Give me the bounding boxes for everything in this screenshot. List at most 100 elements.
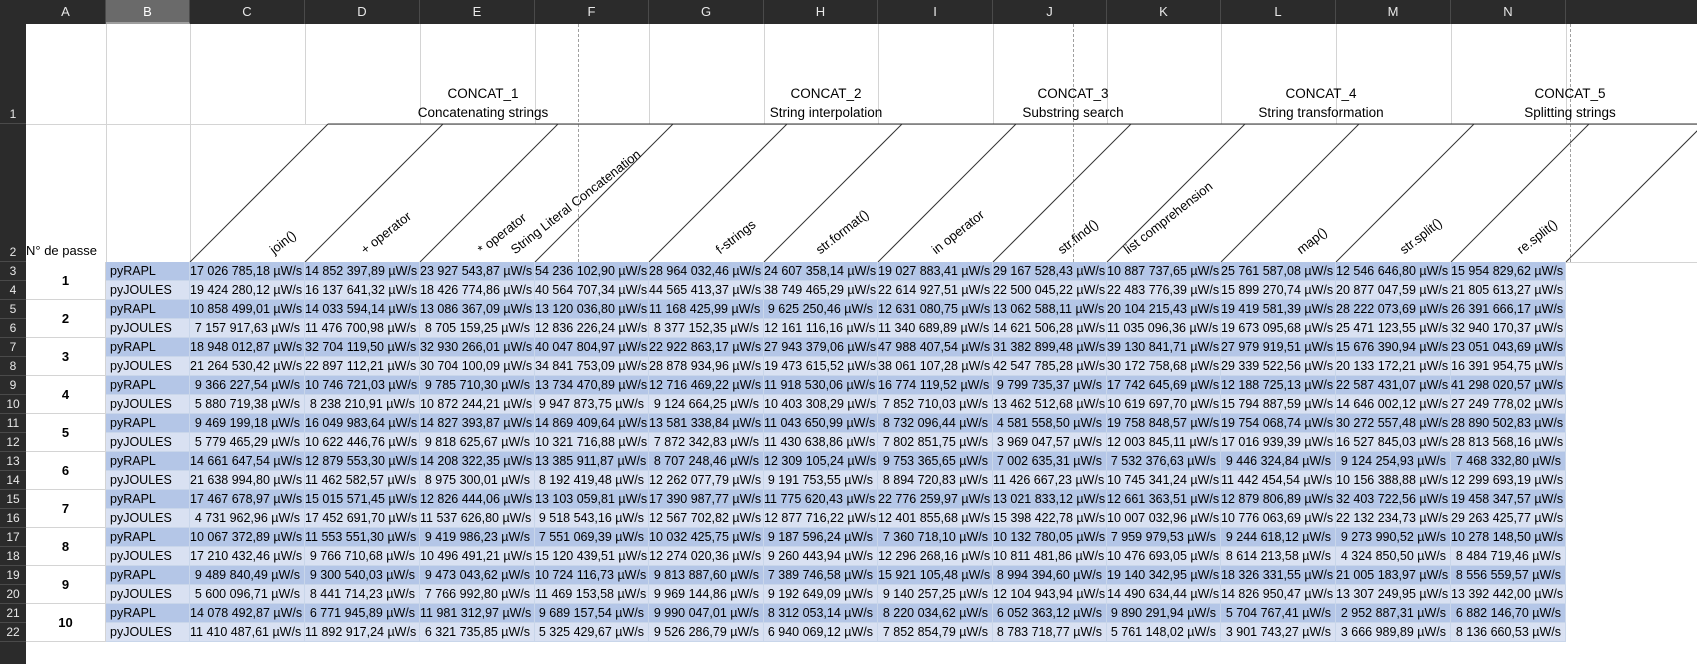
value-cell[interactable]: 12 161 116,16 µW/s [764, 319, 878, 338]
value-cell[interactable]: 17 026 785,18 µW/s [190, 262, 305, 281]
value-cell[interactable]: 9 489 840,49 µW/s [190, 566, 305, 585]
value-cell[interactable]: 8 556 559,57 µW/s [1451, 566, 1566, 585]
passe-number-8[interactable]: 8 [26, 528, 106, 566]
tool-cell[interactable]: pyJOULES [106, 319, 190, 338]
value-cell[interactable]: 10 622 446,76 µW/s [305, 433, 420, 452]
value-cell[interactable]: 18 426 774,86 µW/s [420, 281, 535, 300]
value-cell[interactable]: 18 948 012,87 µW/s [190, 338, 305, 357]
value-cell[interactable]: 14 852 397,89 µW/s [305, 262, 420, 281]
value-cell[interactable]: 12 631 080,75 µW/s [878, 300, 993, 319]
value-cell[interactable]: 11 442 454,54 µW/s [1221, 471, 1336, 490]
value-cell[interactable]: 9 260 443,94 µW/s [764, 547, 878, 566]
value-cell[interactable]: 31 382 899,48 µW/s [993, 338, 1107, 357]
value-cell[interactable]: 22 587 431,07 µW/s [1336, 376, 1451, 395]
row-header-22[interactable]: 22 [0, 623, 26, 642]
value-cell[interactable]: 7 852 710,03 µW/s [878, 395, 993, 414]
column-header-n[interactable]: N [1451, 0, 1566, 24]
value-cell[interactable]: 10 156 388,88 µW/s [1336, 471, 1451, 490]
value-cell[interactable]: 13 021 833,12 µW/s [993, 490, 1107, 509]
value-cell[interactable]: 12 826 444,06 µW/s [420, 490, 535, 509]
passe-number-6[interactable]: 6 [26, 452, 106, 490]
value-cell[interactable]: 12 104 943,94 µW/s [993, 585, 1107, 604]
value-cell[interactable]: 13 062 588,11 µW/s [993, 300, 1107, 319]
column-header-h[interactable]: H [764, 0, 878, 24]
value-cell[interactable]: 4 324 850,50 µW/s [1336, 547, 1451, 566]
value-cell[interactable]: 9 124 664,25 µW/s [649, 395, 764, 414]
value-cell[interactable]: 28 813 568,16 µW/s [1451, 433, 1566, 452]
value-cell[interactable]: 12 274 020,36 µW/s [649, 547, 764, 566]
value-cell[interactable]: 15 899 270,74 µW/s [1221, 281, 1336, 300]
tool-cell[interactable]: pyRAPL [106, 262, 190, 281]
value-cell[interactable]: 11 918 530,06 µW/s [764, 376, 878, 395]
value-cell[interactable]: 13 103 059,81 µW/s [535, 490, 649, 509]
value-cell[interactable]: 20 133 172,21 µW/s [1336, 357, 1451, 376]
value-cell[interactable]: 7 959 979,53 µW/s [1107, 528, 1221, 547]
column-header-f[interactable]: F [535, 0, 649, 24]
value-cell[interactable]: 44 565 413,37 µW/s [649, 281, 764, 300]
value-cell[interactable]: 10 032 425,75 µW/s [649, 528, 764, 547]
value-cell[interactable]: 10 067 372,89 µW/s [190, 528, 305, 547]
column-header-c[interactable]: C [190, 0, 305, 24]
value-cell[interactable]: 9 419 986,23 µW/s [420, 528, 535, 547]
value-cell[interactable]: 12 296 268,16 µW/s [878, 547, 993, 566]
value-cell[interactable]: 8 705 159,25 µW/s [420, 319, 535, 338]
value-cell[interactable]: 9 990 047,01 µW/s [649, 604, 764, 623]
value-cell[interactable]: 19 754 068,74 µW/s [1221, 414, 1336, 433]
value-cell[interactable]: 8 994 394,60 µW/s [993, 566, 1107, 585]
value-cell[interactable]: 9 766 710,68 µW/s [305, 547, 420, 566]
value-cell[interactable]: 7 532 376,63 µW/s [1107, 452, 1221, 471]
value-cell[interactable]: 14 646 002,12 µW/s [1336, 395, 1451, 414]
value-cell[interactable]: 9 187 596,24 µW/s [764, 528, 878, 547]
value-cell[interactable]: 9 689 157,54 µW/s [535, 604, 649, 623]
tool-cell[interactable]: pyRAPL [106, 414, 190, 433]
value-cell[interactable]: 38 749 465,29 µW/s [764, 281, 878, 300]
value-cell[interactable]: 19 424 280,12 µW/s [190, 281, 305, 300]
value-cell[interactable]: 12 716 469,22 µW/s [649, 376, 764, 395]
value-cell[interactable]: 12 879 806,89 µW/s [1221, 490, 1336, 509]
tool-cell[interactable]: pyJOULES [106, 585, 190, 604]
value-cell[interactable]: 19 673 095,68 µW/s [1221, 319, 1336, 338]
value-cell[interactable]: 8 238 210,91 µW/s [305, 395, 420, 414]
value-cell[interactable]: 7 852 854,79 µW/s [878, 623, 993, 642]
passe-number-5[interactable]: 5 [26, 414, 106, 452]
row-header-4[interactable]: 4 [0, 281, 26, 300]
value-cell[interactable]: 6 771 945,89 µW/s [305, 604, 420, 623]
value-cell[interactable]: 9 969 144,86 µW/s [649, 585, 764, 604]
value-cell[interactable]: 12 877 716,22 µW/s [764, 509, 878, 528]
value-cell[interactable]: 10 811 481,86 µW/s [993, 547, 1107, 566]
value-cell[interactable]: 9 799 735,37 µW/s [993, 376, 1107, 395]
value-cell[interactable]: 4 581 558,50 µW/s [993, 414, 1107, 433]
value-cell[interactable]: 12 836 226,24 µW/s [535, 319, 649, 338]
value-cell[interactable]: 15 676 390,94 µW/s [1336, 338, 1451, 357]
value-cell[interactable]: 10 724 116,73 µW/s [535, 566, 649, 585]
value-cell[interactable]: 11 168 425,99 µW/s [649, 300, 764, 319]
value-cell[interactable]: 5 600 096,71 µW/s [190, 585, 305, 604]
value-cell[interactable]: 29 263 425,77 µW/s [1451, 509, 1566, 528]
value-cell[interactable]: 11 553 551,30 µW/s [305, 528, 420, 547]
value-cell[interactable]: 41 298 020,57 µW/s [1451, 376, 1566, 395]
value-cell[interactable]: 5 779 465,29 µW/s [190, 433, 305, 452]
value-cell[interactable]: 7 360 718,10 µW/s [878, 528, 993, 547]
value-cell[interactable]: 22 500 045,22 µW/s [993, 281, 1107, 300]
value-cell[interactable]: 14 208 322,35 µW/s [420, 452, 535, 471]
tool-cell[interactable]: pyRAPL [106, 376, 190, 395]
value-cell[interactable]: 8 377 152,35 µW/s [649, 319, 764, 338]
value-cell[interactable]: 54 236 102,90 µW/s [535, 262, 649, 281]
value-cell[interactable]: 9 785 710,30 µW/s [420, 376, 535, 395]
value-cell[interactable]: 11 981 312,97 µW/s [420, 604, 535, 623]
value-cell[interactable]: 21 638 994,80 µW/s [190, 471, 305, 490]
value-cell[interactable]: 15 120 439,51 µW/s [535, 547, 649, 566]
value-cell[interactable]: 3 969 047,57 µW/s [993, 433, 1107, 452]
value-cell[interactable]: 19 458 347,57 µW/s [1451, 490, 1566, 509]
value-cell[interactable]: 14 827 393,87 µW/s [420, 414, 535, 433]
value-cell[interactable]: 16 527 845,03 µW/s [1336, 433, 1451, 452]
value-cell[interactable]: 15 794 887,59 µW/s [1221, 395, 1336, 414]
column-header-b[interactable]: B [106, 0, 190, 24]
value-cell[interactable]: 8 975 300,01 µW/s [420, 471, 535, 490]
row-header-7[interactable]: 7 [0, 338, 26, 357]
value-cell[interactable]: 9 244 618,12 µW/s [1221, 528, 1336, 547]
value-cell[interactable]: 18 326 331,55 µW/s [1221, 566, 1336, 585]
value-cell[interactable]: 5 704 767,41 µW/s [1221, 604, 1336, 623]
value-cell[interactable]: 14 826 950,47 µW/s [1221, 585, 1336, 604]
